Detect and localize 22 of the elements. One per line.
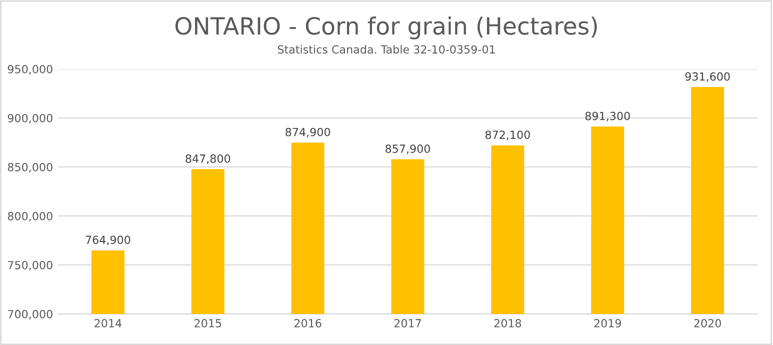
y-tick-label: 800,000 [8, 212, 52, 222]
y-tick-label: 900,000 [8, 114, 52, 124]
y-tick-label: 700,000 [8, 310, 52, 320]
data-label: 931,600 [685, 72, 730, 82]
x-tick-label: 2016 [294, 319, 322, 328]
data-label: 872,100 [485, 130, 530, 140]
data-label: 847,800 [186, 154, 230, 164]
y-tick-label: 950,000 [8, 64, 52, 75]
x-tick-label: 2020 [694, 319, 721, 328]
x-tick-label: 2014 [94, 319, 122, 328]
y-tick-label: 750,000 [8, 260, 52, 270]
x-tick-label: 2019 [594, 319, 621, 328]
chart-subtitle: Statistics Canada. Table 32-10-0359-01 [278, 45, 495, 54]
x-tick-label: 2017 [394, 319, 421, 328]
y-tick-label: 850,000 [8, 162, 52, 172]
data-label: 874,900 [286, 128, 330, 138]
data-label: 857,900 [386, 144, 430, 154]
x-tick-label: 2015 [194, 319, 222, 328]
data-label: 764,900 [86, 236, 130, 246]
x-tick-label: 2018 [494, 319, 522, 328]
chart-title: ONTARIO - Corn for grain (Hectares) [175, 16, 597, 40]
data-label: 891,300 [585, 112, 630, 122]
